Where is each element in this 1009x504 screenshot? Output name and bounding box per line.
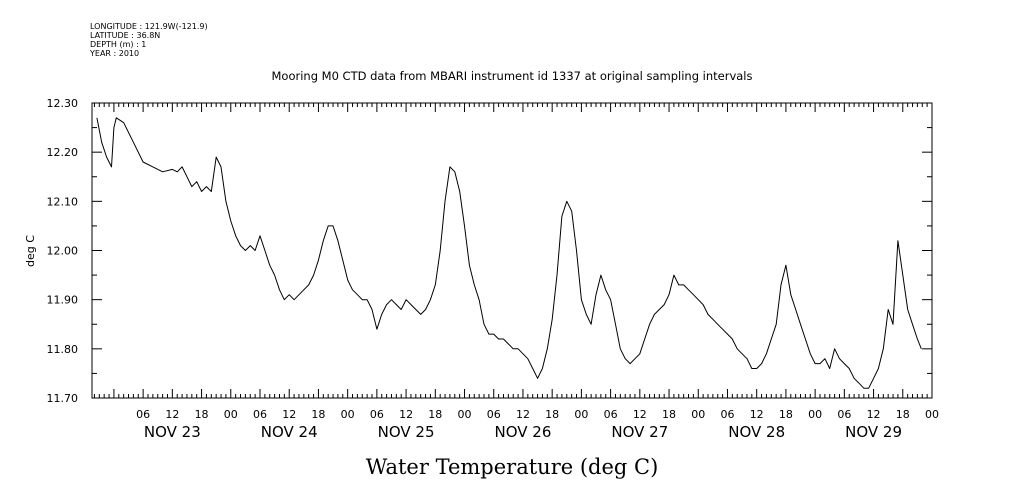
y-tick-label: 11.70 xyxy=(47,392,79,405)
temperature-series-line xyxy=(96,117,922,389)
x-tick-label: 12 xyxy=(399,408,413,421)
x-day-label: NOV 26 xyxy=(495,423,552,441)
x-day-label: NOV 29 xyxy=(845,423,902,441)
data-layer xyxy=(96,117,922,389)
x-tick-label: 00 xyxy=(341,408,355,421)
x-tick-label: 00 xyxy=(925,408,939,421)
x-tick-label: 18 xyxy=(311,408,325,421)
x-tick-label: 12 xyxy=(165,408,179,421)
y-tick-label: 12.00 xyxy=(47,245,79,258)
x-tick-label: 06 xyxy=(720,408,734,421)
x-tick-label: 00 xyxy=(574,408,588,421)
x-tick-label: 18 xyxy=(896,408,910,421)
year-label: YEAR : 2010 xyxy=(90,49,140,58)
y-tick-label: 11.80 xyxy=(47,343,79,356)
x-axis-label: Water Temperature (deg C) xyxy=(366,455,659,479)
x-tick-label: 00 xyxy=(691,408,705,421)
x-day-label: NOV 23 xyxy=(144,423,201,441)
x-day-label: NOV 24 xyxy=(261,423,318,441)
x-day-label: NOV 28 xyxy=(728,423,785,441)
plot-axes: 11.70 11.80 11.90 12.00 12.10 12.20 12.30 06 12 1… xyxy=(47,97,940,441)
plot-frame xyxy=(91,102,933,399)
latitude-label: LATITUDE : 36.8N xyxy=(90,31,161,40)
x-tick-label: 12 xyxy=(633,408,647,421)
y-tick-label: 12.30 xyxy=(47,97,79,110)
depth-label: DEPTH (m) : 1 xyxy=(90,40,147,49)
x-tick-label: 18 xyxy=(428,408,442,421)
x-tick-label: 06 xyxy=(487,408,501,421)
x-tick-label: 18 xyxy=(662,408,676,421)
x-tick-label: 18 xyxy=(195,408,209,421)
x-tick-label: 18 xyxy=(545,408,559,421)
chart-title: Mooring M0 CTD data from MBARI instrumen… xyxy=(272,69,753,83)
longitude-label: LONGITUDE : 121.9W(-121.9) xyxy=(90,22,208,31)
x-tick-label: 06 xyxy=(837,408,851,421)
x-tick-label: 06 xyxy=(370,408,384,421)
x-tick-label: 00 xyxy=(224,408,238,421)
y-tick-label: 11.90 xyxy=(47,294,79,307)
x-tick-label: 00 xyxy=(458,408,472,421)
x-tick-label: 18 xyxy=(779,408,793,421)
x-tick-label: 12 xyxy=(750,408,764,421)
x-tick-label: 00 xyxy=(808,408,822,421)
y-tick-label: 12.10 xyxy=(47,195,79,208)
x-tick-label: 12 xyxy=(282,408,296,421)
x-tick-label: 06 xyxy=(253,408,267,421)
y-tick-label: 12.20 xyxy=(47,146,79,159)
location-metadata: LONGITUDE : 121.9W(-121.9) LATITUDE : 36… xyxy=(90,22,208,58)
y-axis-label: deg C xyxy=(24,235,37,267)
x-tick-label: 12 xyxy=(516,408,530,421)
x-tick-label: 06 xyxy=(136,408,150,421)
x-day-label: NOV 25 xyxy=(378,423,435,441)
x-tick-label: 12 xyxy=(867,408,881,421)
x-day-label: NOV 27 xyxy=(611,423,668,441)
x-tick-label: 06 xyxy=(604,408,618,421)
